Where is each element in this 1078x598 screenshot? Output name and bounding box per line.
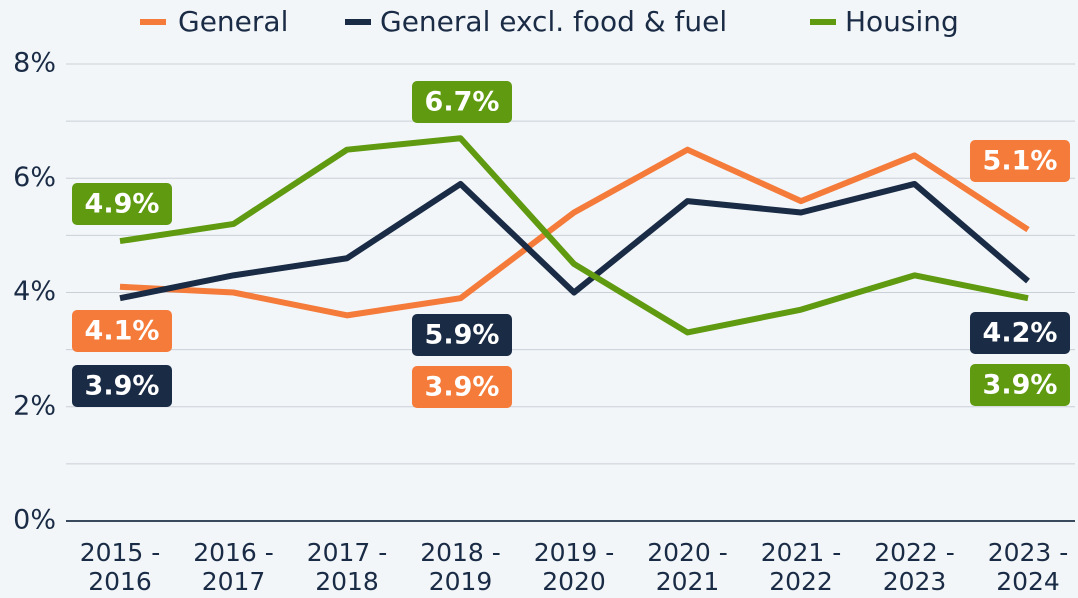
x-tick-label: 2015 - 2016 [79, 538, 161, 596]
y-tick-label: 8% [13, 48, 56, 79]
series-line [119, 180, 1030, 302]
label-box [72, 183, 172, 225]
legend-label: Housing [845, 5, 959, 38]
data-label: 4.2% [983, 318, 1058, 349]
label-box [72, 310, 172, 352]
y-tick-label: 0% [13, 505, 56, 536]
y-tick-label: 4% [13, 276, 56, 307]
label-box [970, 312, 1070, 354]
y-tick-label: 2% [13, 390, 56, 421]
legend-label: General excl. food & fuel [380, 5, 727, 38]
data-label: 4.1% [85, 316, 160, 347]
x-tick-label: 2018 - 2019 [420, 538, 501, 596]
label-box [72, 365, 172, 407]
x-tick-label: 2019 - 2020 [533, 538, 615, 596]
label-box [970, 140, 1070, 182]
data-label: 6.7% [425, 87, 500, 118]
series-line [119, 135, 1029, 336]
y-tick-label: 6% [13, 162, 56, 193]
x-tick-label: 2022 - 2023 [874, 538, 955, 596]
data-label: 3.9% [85, 371, 160, 402]
x-tick-label: 2023 - 2024 [987, 538, 1069, 596]
data-label: 3.9% [425, 372, 500, 403]
data-label: 5.9% [425, 320, 500, 351]
x-tick-label: 2020 - 2021 [647, 538, 728, 596]
x-tick-label: 2016 - 2017 [193, 538, 274, 596]
x-tick-label: 2017 - 2018 [306, 538, 388, 596]
series-line [119, 146, 1030, 319]
label-box [412, 314, 512, 356]
label-box [412, 81, 512, 123]
data-label: 3.9% [983, 370, 1058, 401]
data-label: 4.9% [85, 189, 160, 220]
legend-label: General [178, 5, 288, 38]
x-tick-label: 2021 - 2022 [760, 538, 842, 596]
data-label: 5.1% [983, 146, 1058, 177]
label-box [970, 364, 1070, 406]
label-box [412, 366, 512, 408]
